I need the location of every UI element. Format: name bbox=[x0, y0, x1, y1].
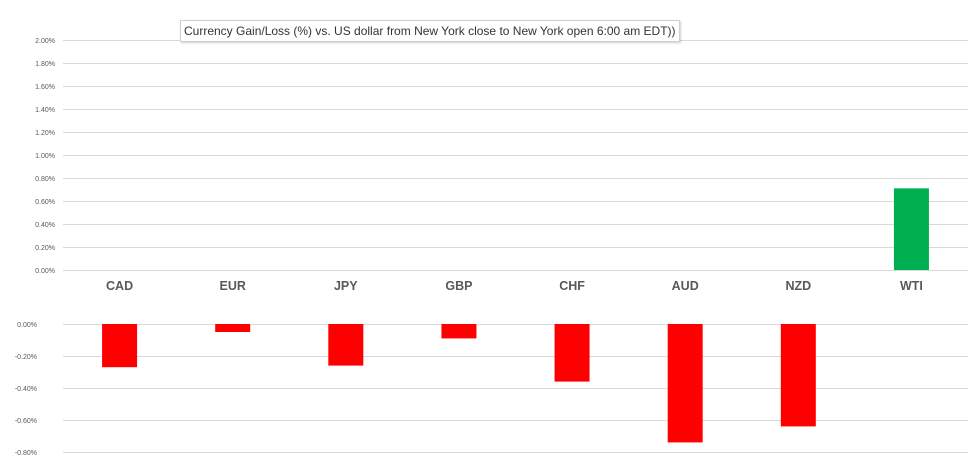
lower-y-tick-label: -0.40% bbox=[15, 386, 37, 393]
category-label-cad: CAD bbox=[106, 279, 133, 293]
upper-y-tick-label: 1.60% bbox=[35, 84, 55, 91]
lower-y-tick-label: 0.00% bbox=[17, 322, 37, 329]
category-label-eur: EUR bbox=[219, 279, 245, 293]
upper-y-tick-label: 0.80% bbox=[35, 176, 55, 183]
bar-aud bbox=[667, 324, 703, 443]
bar-gbp bbox=[441, 324, 477, 339]
category-label-wti: WTI bbox=[900, 279, 923, 293]
chart-title: Currency Gain/Loss (%) vs. US dollar fro… bbox=[180, 20, 680, 42]
category-label-aud: AUD bbox=[672, 279, 699, 293]
upper-y-tick-label: 0.40% bbox=[35, 222, 55, 229]
lower-y-tick-label: -0.20% bbox=[15, 354, 37, 361]
upper-y-tick-label: 0.60% bbox=[35, 199, 55, 206]
bar-wti bbox=[893, 188, 929, 270]
bar-nzd bbox=[780, 324, 816, 427]
category-label-jpy: JPY bbox=[334, 279, 358, 293]
lower-y-tick-label: -0.80% bbox=[15, 450, 37, 457]
category-label-chf: CHF bbox=[559, 279, 585, 293]
upper-y-tick-label: 1.80% bbox=[35, 61, 55, 68]
upper-y-tick-label: 1.20% bbox=[35, 130, 55, 137]
upper-y-tick-label: 0.20% bbox=[35, 245, 55, 252]
category-label-nzd: NZD bbox=[785, 279, 811, 293]
upper-y-tick-label: 1.40% bbox=[35, 107, 55, 114]
upper-y-tick-label: 1.00% bbox=[35, 153, 55, 160]
bar-eur bbox=[215, 324, 251, 332]
bar-chf bbox=[554, 324, 590, 382]
bar-cad bbox=[102, 324, 138, 368]
bar-jpy bbox=[328, 324, 364, 366]
lower-y-tick-label: -0.60% bbox=[15, 418, 37, 425]
category-label-gbp: GBP bbox=[445, 279, 472, 293]
upper-y-tick-label: 2.00% bbox=[35, 38, 55, 45]
upper-y-tick-label: 0.00% bbox=[35, 268, 55, 275]
